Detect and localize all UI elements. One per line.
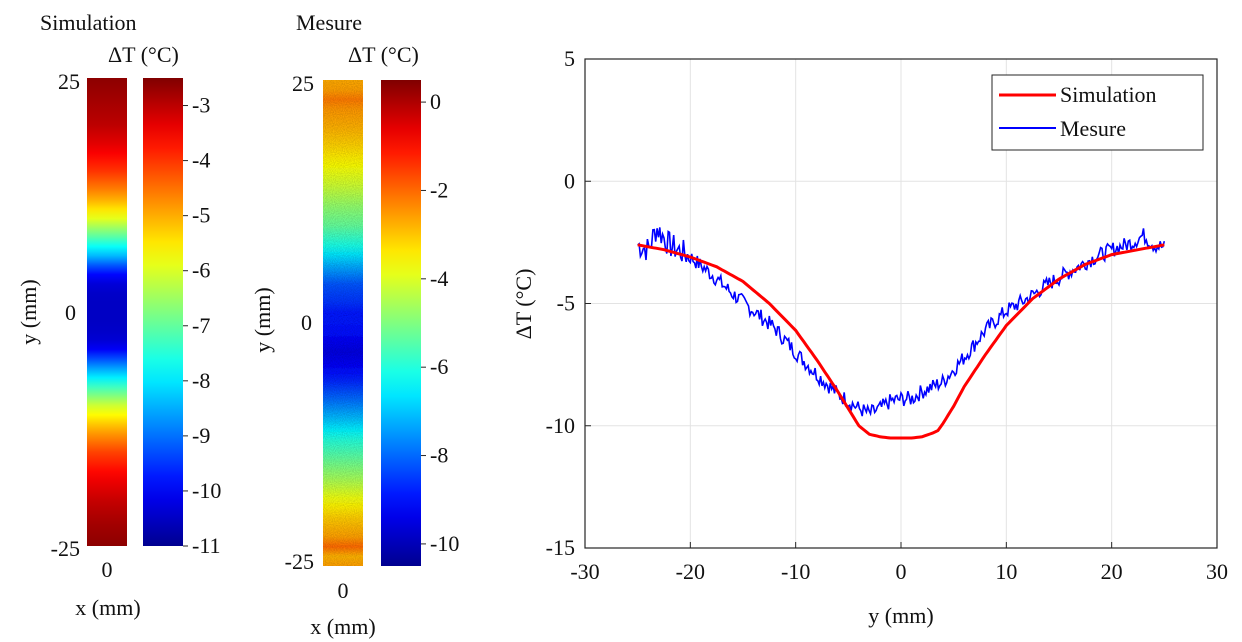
x-tick-label: 30 [1206, 559, 1228, 584]
mesure-xtick: 0 [338, 578, 349, 603]
y-tick-label: -10 [546, 413, 575, 438]
simulation-colorbar-tick-label: -3 [192, 93, 210, 118]
mesure-ytick-bottom: -25 [285, 549, 314, 574]
x-tick-label: 0 [896, 559, 907, 584]
simulation-colorbar-tick-label: -6 [192, 258, 210, 283]
plot-x-ticks: -30 -20 -10 0 10 20 30 [570, 542, 1228, 584]
mesure-colorbar-tick-label: -10 [430, 531, 459, 556]
simulation-ytick-mid: 0 [65, 300, 76, 325]
plot-y-ticks: 5 0 -5 -10 -15 [546, 46, 591, 560]
mesure-colorbar-tick-label: -4 [430, 266, 448, 291]
simulation-heatmap [87, 78, 127, 546]
simulation-xlabel: x (mm) [75, 595, 140, 620]
mesure-ylabel: y (mm) [250, 287, 275, 352]
x-tick-label: -20 [676, 559, 705, 584]
simulation-xtick: 0 [102, 557, 113, 582]
plot-legend: Simulation Mesure [991, 74, 1204, 151]
mesure-colorbar-ticks: 0 -2 -4 -6 -8 -10 [421, 89, 459, 556]
mesure-colorbar-tick-label: -2 [430, 177, 448, 202]
plot-xlabel: y (mm) [868, 603, 933, 628]
simulation-colorbar-tick-label: -8 [192, 368, 210, 393]
mesure-xlabel: x (mm) [310, 614, 375, 639]
x-tick-label: -10 [781, 559, 810, 584]
mesure-colorbar-tick-label: 0 [430, 89, 441, 114]
mesure-colorbar-label: ΔT (°C) [348, 42, 419, 67]
profile-plot: -30 -20 -10 0 10 20 30 5 0 -5 -10 -15 y (mm) ΔT (°… [511, 46, 1228, 628]
y-tick-label: -15 [546, 535, 575, 560]
x-tick-label: 10 [995, 559, 1017, 584]
simulation-colorbar-label: ΔT (°C) [108, 42, 179, 67]
simulation-ytick-bottom: -25 [51, 536, 80, 561]
mesure-title: Mesure [296, 10, 362, 35]
series-simulation-line [637, 243, 1165, 440]
y-tick-label: 5 [564, 46, 575, 71]
y-tick-label: 0 [564, 168, 575, 193]
plot-ylabel: ΔT (°C) [511, 269, 536, 340]
mesure-colorbar-tick-label: -6 [430, 354, 448, 379]
simulation-colorbar [143, 78, 183, 546]
simulation-colorbar-tick-label: -4 [192, 148, 210, 173]
mesure-ytick-mid: 0 [301, 310, 312, 335]
simulation-colorbar-tick-label: -7 [192, 313, 210, 338]
simulation-colorbar-ticks: -3 -4 -5 -6 -7 -8 -9 -10 -11 [183, 93, 221, 558]
simulation-colorbar-tick-label: -5 [192, 203, 210, 228]
legend-mesure-label: Mesure [1060, 116, 1126, 141]
simulation-colorbar-tick-label: -11 [192, 533, 221, 558]
mesure-colorbar [381, 80, 421, 566]
legend-simulation-label: Simulation [1060, 82, 1157, 107]
simulation-colorbar-tick-label: -9 [192, 423, 210, 448]
simulation-title: Simulation [40, 10, 137, 35]
mesure-colorbar-tick-label: -8 [430, 443, 448, 468]
mesure-ytick-top: 25 [292, 71, 314, 96]
simulation-ylabel: y (mm) [16, 279, 41, 344]
x-tick-label: 20 [1101, 559, 1123, 584]
plot-series [637, 227, 1166, 440]
simulation-colorbar-tick-label: -10 [192, 478, 221, 503]
simulation-ytick-top: 25 [58, 69, 80, 94]
legend-box [991, 74, 1204, 151]
mesure-heatmap [323, 80, 363, 566]
x-tick-label: -30 [570, 559, 599, 584]
mesure-panel: Mesure ΔT (°C) 25 0 -25 y (mm) 0 x (mm) … [250, 10, 459, 639]
y-tick-label: -5 [557, 291, 575, 316]
simulation-panel: Simulation ΔT (°C) 25 0 -25 y (mm) 0 x (… [16, 10, 221, 620]
